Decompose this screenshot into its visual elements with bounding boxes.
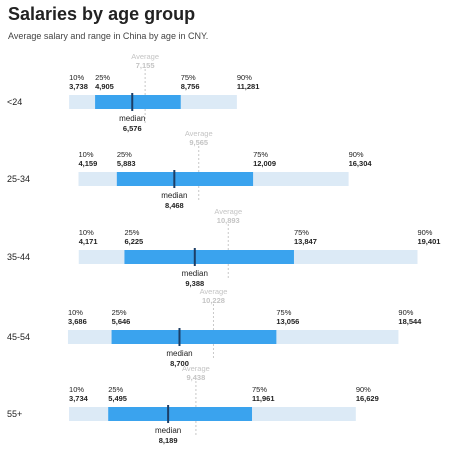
median-label: median <box>155 426 181 435</box>
average-label: Average <box>200 287 228 296</box>
age-group-label: 35-44 <box>7 252 30 262</box>
average-value: 9,565 <box>189 138 208 147</box>
average-label: Average <box>131 52 159 61</box>
p25-label: 25% <box>112 308 127 317</box>
chart-title: Salaries by age group <box>8 4 196 24</box>
p25-value: 6,225 <box>124 237 143 246</box>
p75-label: 75% <box>252 385 267 394</box>
average-label: Average <box>185 129 213 138</box>
p90-value: 19,401 <box>417 237 440 246</box>
p10-label: 10% <box>79 228 94 237</box>
average-label: Average <box>182 364 210 373</box>
p75-label: 75% <box>294 228 309 237</box>
average-value: 9,438 <box>187 373 206 382</box>
p10-value: 3,734 <box>69 394 89 403</box>
average-value: 10,228 <box>202 296 225 305</box>
p90-value: 16,629 <box>356 394 379 403</box>
p25-p75-range-bar <box>116 172 254 186</box>
average-label: Average <box>214 207 242 216</box>
p90-value: 11,281 <box>237 82 260 91</box>
p90-value: 16,304 <box>349 159 373 168</box>
p25-label: 25% <box>108 385 123 394</box>
p75-label: 75% <box>276 308 291 317</box>
median-marker <box>167 405 170 423</box>
p25-value: 5,495 <box>108 394 127 403</box>
p25-p75-range-bar <box>111 330 277 344</box>
p10-label: 10% <box>68 308 83 317</box>
age-group-label: <24 <box>7 97 22 107</box>
p75-value: 11,961 <box>252 394 275 403</box>
p90-label: 90% <box>349 150 364 159</box>
p75-label: 75% <box>181 73 196 82</box>
p25-label: 25% <box>117 150 132 159</box>
p75-label: 75% <box>253 150 268 159</box>
p90-label: 90% <box>356 385 371 394</box>
p90-label: 90% <box>398 308 413 317</box>
median-marker <box>178 328 181 346</box>
p25-p75-range-bar <box>108 407 253 421</box>
age-group-label: 45-54 <box>7 332 30 342</box>
p10-value: 3,738 <box>69 82 88 91</box>
p25-label: 25% <box>124 228 139 237</box>
median-value: 8,189 <box>159 436 178 445</box>
median-value: 8,700 <box>170 359 189 368</box>
p90-value: 18,544 <box>398 317 422 326</box>
median-value: 9,388 <box>185 279 204 288</box>
median-marker <box>193 248 196 266</box>
p75-value: 12,009 <box>253 159 276 168</box>
p75-value: 13,056 <box>276 317 299 326</box>
median-label: median <box>119 114 145 123</box>
median-label: median <box>182 269 208 278</box>
p25-value: 5,646 <box>112 317 131 326</box>
p90-label: 90% <box>237 73 252 82</box>
p75-value: 8,756 <box>181 82 200 91</box>
p10-label: 10% <box>78 150 93 159</box>
median-value: 8,468 <box>165 201 184 210</box>
age-group-label: 25-34 <box>7 174 30 184</box>
p25-value: 5,883 <box>117 159 136 168</box>
p90-label: 90% <box>417 228 432 237</box>
p25-p75-range-bar <box>95 95 181 109</box>
median-marker <box>131 93 134 111</box>
age-group-label: 55+ <box>7 409 22 419</box>
p10-value: 3,686 <box>68 317 87 326</box>
p25-label: 25% <box>95 73 110 82</box>
median-value: 6,576 <box>123 124 142 133</box>
p25-value: 4,905 <box>95 82 114 91</box>
p75-value: 13,847 <box>294 237 317 246</box>
average-value: 7,155 <box>136 61 155 70</box>
median-label: median <box>166 349 192 358</box>
p10-label: 10% <box>69 385 84 394</box>
median-label: median <box>161 191 187 200</box>
chart-subtitle: Average salary and range in China by age… <box>8 31 209 41</box>
p10-value: 4,171 <box>79 237 98 246</box>
average-value: 10,893 <box>217 216 240 225</box>
p10-value: 4,159 <box>78 159 97 168</box>
p10-label: 10% <box>69 73 84 82</box>
p25-p75-range-bar <box>124 250 294 264</box>
median-marker <box>173 170 176 188</box>
